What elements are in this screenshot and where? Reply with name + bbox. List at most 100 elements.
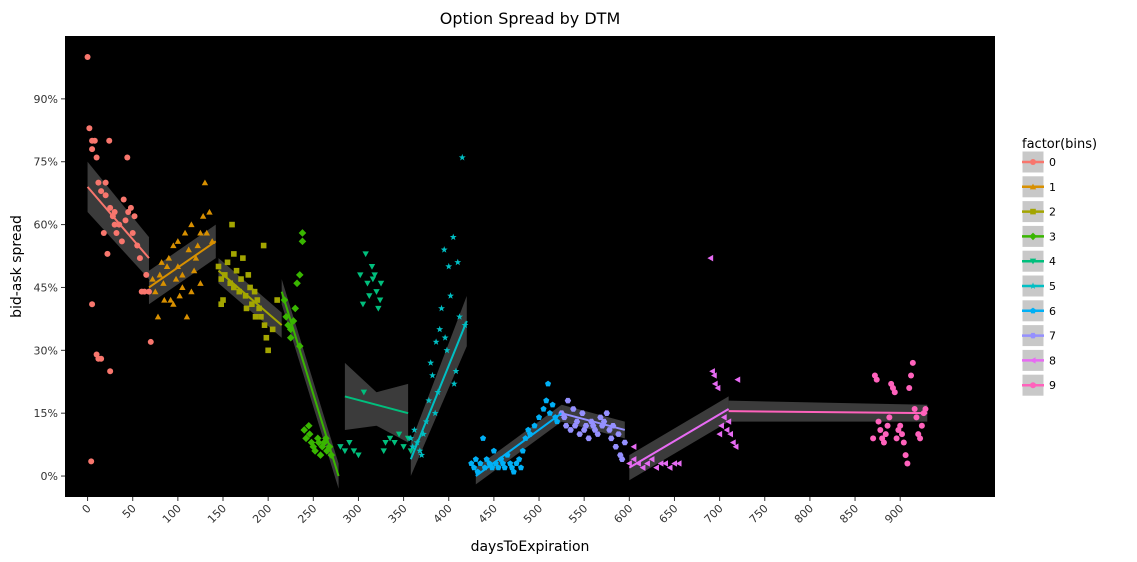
data-point-bin-2 — [256, 305, 262, 312]
x-tick-label: 750 — [747, 502, 771, 526]
data-point-bin-6 — [483, 456, 490, 462]
data-point-bin-3 — [286, 333, 295, 342]
legend-label-4: 4 — [1049, 255, 1056, 268]
data-point-bin-8 — [657, 460, 664, 467]
y-tick-label: 90% — [34, 93, 58, 106]
data-point-bin-2 — [240, 255, 246, 261]
data-point-bin-8 — [666, 464, 673, 471]
legend-title: factor(bins) — [1022, 137, 1097, 152]
data-point-bin-2 — [215, 263, 222, 270]
data-point-bin-4 — [371, 272, 378, 279]
data-point-bin-4 — [366, 293, 373, 300]
legend-label-8: 8 — [1049, 354, 1056, 367]
legend-label-1: 1 — [1049, 181, 1056, 194]
trend-line-1 — [148, 240, 217, 289]
data-point-bin-4 — [395, 431, 403, 438]
data-point-bin-1 — [158, 259, 165, 265]
data-point-bin-5 — [416, 447, 424, 454]
data-point-bin-6 — [495, 464, 502, 471]
data-point-bin-3 — [304, 421, 313, 430]
data-point-bin-7 — [603, 410, 610, 416]
legend-label-3: 3 — [1049, 230, 1056, 243]
data-point-bin-1 — [199, 213, 207, 219]
data-point-bin-1 — [190, 267, 198, 274]
data-point-bin-4 — [360, 389, 368, 396]
data-point-bin-6 — [545, 380, 552, 387]
data-point-bin-2 — [231, 251, 237, 257]
data-point-bin-7 — [579, 410, 586, 416]
data-point-bin-3 — [295, 271, 304, 279]
data-point-bin-5 — [441, 334, 449, 341]
data-point-bin-0 — [106, 137, 113, 144]
data-point-bin-1 — [197, 229, 204, 236]
legend: 0 1 2 3 4 5 6 7 8 9 — [1021, 150, 1056, 397]
data-point-bin-0 — [118, 238, 125, 245]
data-point-bin-5 — [411, 426, 418, 433]
data-point-bin-7 — [606, 427, 613, 433]
data-point-bin-7 — [567, 427, 574, 433]
legend-marker-3 — [1029, 232, 1037, 241]
data-point-bin-1 — [203, 229, 210, 236]
trend-line-6 — [475, 412, 563, 477]
data-point-bin-5 — [432, 338, 440, 345]
data-point-bin-1 — [172, 275, 180, 282]
data-point-bin-2 — [261, 322, 268, 328]
y-tick-label: 45% — [34, 281, 58, 294]
data-point-bin-8 — [729, 439, 736, 446]
data-point-bin-8 — [714, 384, 721, 392]
data-point-bin-1 — [192, 254, 200, 261]
data-point-bin-8 — [639, 464, 646, 471]
legend-marker-6 — [1029, 307, 1037, 314]
data-point-bin-2 — [245, 272, 252, 278]
data-point-bin-2 — [242, 293, 249, 299]
data-point-bin-0 — [111, 221, 118, 228]
data-point-bin-3 — [298, 229, 307, 237]
data-point-bin-0 — [129, 229, 136, 236]
x-tick-label: 400 — [431, 502, 455, 526]
data-point-bin-4 — [373, 289, 380, 295]
data-point-bin-8 — [720, 414, 727, 421]
data-point-bin-0 — [127, 204, 134, 211]
data-point-bin-2 — [218, 301, 225, 308]
data-point-bin-1 — [179, 284, 186, 291]
y-axis-title: bid-ask spread — [9, 215, 25, 318]
data-point-bin-0 — [95, 179, 102, 186]
data-points — [84, 53, 929, 475]
data-point-bin-8 — [710, 372, 717, 379]
data-point-bin-7 — [561, 414, 568, 421]
data-point-bin-9 — [906, 385, 913, 392]
data-point-bin-0 — [120, 196, 127, 203]
data-point-bin-0 — [122, 217, 129, 224]
data-point-bin-0 — [84, 53, 91, 60]
data-point-bin-2 — [263, 334, 270, 341]
data-point-bin-5 — [436, 325, 444, 333]
trend-line-0 — [86, 186, 150, 259]
data-point-bin-4 — [380, 448, 387, 455]
data-point-bin-8 — [718, 422, 724, 429]
data-point-bin-4 — [364, 280, 371, 287]
data-point-bin-6 — [501, 464, 508, 471]
data-point-bin-6 — [554, 418, 561, 425]
data-point-bin-6 — [549, 401, 556, 408]
data-point-bin-9 — [870, 435, 877, 442]
data-point-bin-7 — [576, 431, 583, 437]
data-point-bin-7 — [591, 427, 599, 433]
data-point-bin-5 — [427, 359, 435, 366]
legend-label-9: 9 — [1049, 379, 1056, 392]
x-tick-label: 650 — [657, 502, 681, 526]
data-point-bin-5 — [443, 346, 451, 354]
data-point-bin-4 — [337, 444, 344, 450]
data-point-bin-7 — [597, 414, 604, 421]
data-point-bin-5 — [454, 258, 462, 266]
trend-line-7 — [561, 412, 626, 431]
data-point-bin-8 — [709, 368, 715, 375]
data-point-bin-4 — [376, 297, 384, 304]
data-point-bin-1 — [160, 280, 167, 286]
data-point-bin-6 — [472, 456, 479, 462]
data-point-bin-6 — [516, 456, 523, 462]
data-point-bin-6 — [531, 422, 538, 429]
data-point-bin-0 — [86, 125, 93, 132]
data-point-bin-4 — [369, 276, 377, 283]
data-point-bin-4 — [391, 439, 398, 446]
data-point-bin-5 — [418, 451, 426, 459]
